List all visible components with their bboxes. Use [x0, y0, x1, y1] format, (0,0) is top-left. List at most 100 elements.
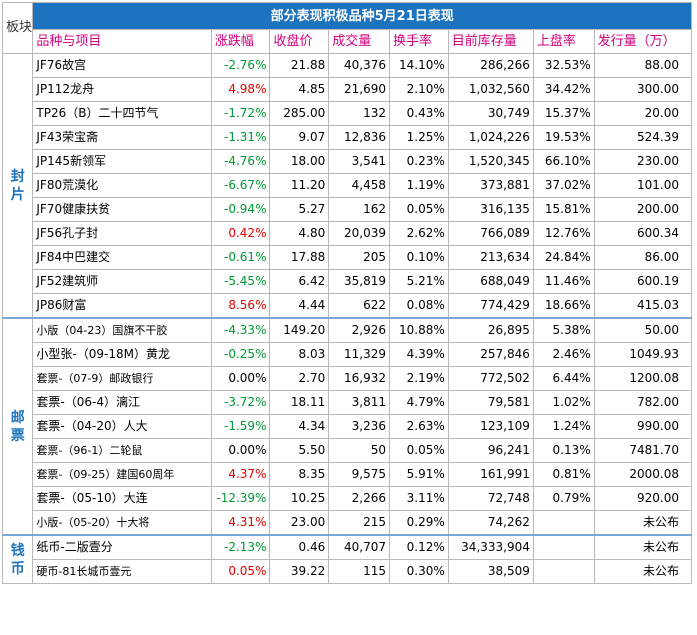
cell-change: -1.72% — [210, 101, 271, 126]
table-row: JF52建筑师 -5.45% 6.42 35,819 5.21% 688,049 11.46… — [3, 269, 693, 294]
cell-name: 纸币-二版壹分 — [32, 534, 212, 560]
cell-issue: 2000.08 — [593, 462, 693, 487]
cell-rate: 37.02% — [532, 173, 595, 198]
table-row: 邮 票小版（04-23）国旗不干胶 -4.33% 149.20 2,926 10.88%… — [1, 317, 693, 536]
table-row: 硬币-81长城币壹元 0.05% 39.22 115 0.30% 38,509 未公布 — [3, 559, 693, 584]
cell-volume: 3,541 — [328, 149, 391, 174]
cell-turnover: 5.21% — [389, 269, 449, 294]
cell-volume: 2,266 — [328, 486, 391, 511]
cell-rate: 0.79% — [532, 486, 595, 511]
cell-issue: 600.34 — [593, 221, 693, 246]
cell-issue: 990.00 — [593, 414, 693, 439]
cell-rate: 32.53% — [532, 53, 595, 78]
cell-stock: 286,266 — [447, 53, 534, 78]
cell-stock: 1,032,560 — [447, 77, 534, 102]
cell-change: 0.00% — [210, 366, 271, 391]
table-row: 小型张-（09-18M）黄龙 -0.25% 8.03 11,329 4.39% 257,8… — [3, 342, 693, 367]
cell-change: 4.98% — [210, 77, 271, 102]
cell-stock: 26,895 — [447, 317, 534, 343]
cell-issue: 1049.93 — [593, 342, 693, 367]
cell-close: 4.34 — [269, 414, 330, 439]
cell-name: 套票-（09-25）建国60周年 — [32, 462, 212, 487]
cell-change: -1.59% — [210, 414, 271, 439]
cell-name: 硬币-81长城币壹元 — [32, 559, 212, 584]
cell-name: 套票-（05-10）大连 — [32, 486, 212, 511]
cell-rate: 12.76% — [532, 221, 595, 246]
cell-change: 0.42% — [210, 221, 271, 246]
cell-change: -4.76% — [210, 149, 271, 174]
cell-name: JP86财富 — [32, 293, 212, 319]
cell-turnover: 0.05% — [389, 197, 449, 222]
table-row: 小版-（05-20）十大将 4.31% 23.00 215 0.29% 74,262 未公布 — [3, 510, 693, 536]
cell-rate: 15.37% — [532, 101, 595, 126]
cell-turnover: 0.10% — [389, 245, 449, 270]
title-row: 板块 部分表现积极品种5月21日表现 — [1, 2, 692, 54]
cell-stock: 79,581 — [447, 390, 534, 415]
cell-issue: 50.00 — [593, 317, 693, 343]
cell-rate: 2.46% — [532, 342, 595, 367]
cell-turnover: 2.62% — [389, 221, 449, 246]
cell-turnover: 0.12% — [389, 534, 449, 560]
table-row: 套票-（09-25）建国60周年 4.37% 8.35 9,575 5.91% 161,9… — [3, 462, 693, 487]
table-row: JF70健康扶贫 -0.94% 5.27 162 0.05% 316,135 15.81% 2… — [3, 197, 693, 222]
cell-volume: 205 — [328, 245, 391, 270]
cell-turnover: 10.88% — [389, 317, 449, 343]
category-label: 钱 币 — [1, 534, 34, 584]
cell-stock: 316,135 — [447, 197, 534, 222]
cell-name: JF80荒漠化 — [32, 173, 212, 198]
cell-turnover: 0.08% — [389, 293, 449, 319]
cell-rate: 0.13% — [532, 438, 595, 463]
cell-name: 小版（04-23）国旗不干胶 — [32, 317, 212, 343]
cell-close: 17.88 — [269, 245, 330, 270]
cell-close: 18.11 — [269, 390, 330, 415]
table-title: 部分表现积极品种5月21日表现 — [32, 2, 692, 30]
cell-name: 套票-（04-20）人大 — [32, 414, 212, 439]
cell-close: 8.03 — [269, 342, 330, 367]
table-body: 板块 部分表现积极品种5月21日表现 品种与项目 涨跌幅 收盘价 成交量 换手率… — [1, 2, 693, 584]
col-header-rate: 上盘率 — [532, 29, 595, 54]
col-header-close: 收盘价 — [269, 29, 330, 54]
cell-issue: 86.00 — [593, 245, 693, 270]
cell-turnover: 2.19% — [389, 366, 449, 391]
cell-rate: 6.44% — [532, 366, 595, 391]
cell-volume: 115 — [328, 559, 391, 584]
cell-issue: 20.00 — [593, 101, 693, 126]
cell-change: 4.37% — [210, 462, 271, 487]
cell-stock: 1,024,226 — [447, 125, 534, 150]
cell-name: JF84中巴建交 — [32, 245, 212, 270]
cell-turnover: 0.29% — [389, 510, 449, 536]
cell-turnover: 2.63% — [389, 414, 449, 439]
cell-rate: 18.66% — [532, 293, 595, 319]
cell-issue: 415.03 — [593, 293, 693, 319]
cell-volume: 40,707 — [328, 534, 391, 560]
table-row: JF80荒漠化 -6.67% 11.20 4,458 1.19% 373,881 37.02… — [3, 173, 693, 198]
cell-issue: 未公布 — [593, 559, 693, 584]
table-row: 套票-（07-9）邮政银行 0.00% 2.70 16,932 2.19% 772,502… — [3, 366, 693, 391]
cell-change: -2.13% — [210, 534, 271, 560]
cell-issue: 782.00 — [593, 390, 693, 415]
cell-stock: 766,089 — [447, 221, 534, 246]
cell-turnover: 14.10% — [389, 53, 449, 78]
cell-turnover: 4.79% — [389, 390, 449, 415]
cell-close: 11.20 — [269, 173, 330, 198]
table-row: JP86财富 8.56% 4.44 622 0.08% 774,429 18.66% 415.… — [3, 293, 693, 319]
cell-change: -4.33% — [210, 317, 271, 343]
cell-close: 9.07 — [269, 125, 330, 150]
cell-close: 21.88 — [269, 53, 330, 78]
table-row: JF43荣宝斋 -1.31% 9.07 12,836 1.25% 1,024,226 19.… — [3, 125, 693, 150]
cell-volume: 40,376 — [328, 53, 391, 78]
cell-rate: 66.10% — [532, 149, 595, 174]
cell-close: 18.00 — [269, 149, 330, 174]
cell-close: 4.80 — [269, 221, 330, 246]
cell-rate: 24.84% — [532, 245, 595, 270]
cell-issue: 1200.08 — [593, 366, 693, 391]
cell-name: 套票-（07-9）邮政银行 — [32, 366, 212, 391]
cell-volume: 50 — [328, 438, 391, 463]
cell-issue: 524.39 — [593, 125, 693, 150]
cell-close: 5.50 — [269, 438, 330, 463]
cell-close: 23.00 — [269, 510, 330, 536]
cell-close: 2.70 — [269, 366, 330, 391]
cell-close: 8.35 — [269, 462, 330, 487]
table-row: 钱 币纸币-二版壹分 -2.13% 0.46 40,707 0.12% 34,333,90… — [1, 534, 693, 584]
cell-stock: 213,634 — [447, 245, 534, 270]
